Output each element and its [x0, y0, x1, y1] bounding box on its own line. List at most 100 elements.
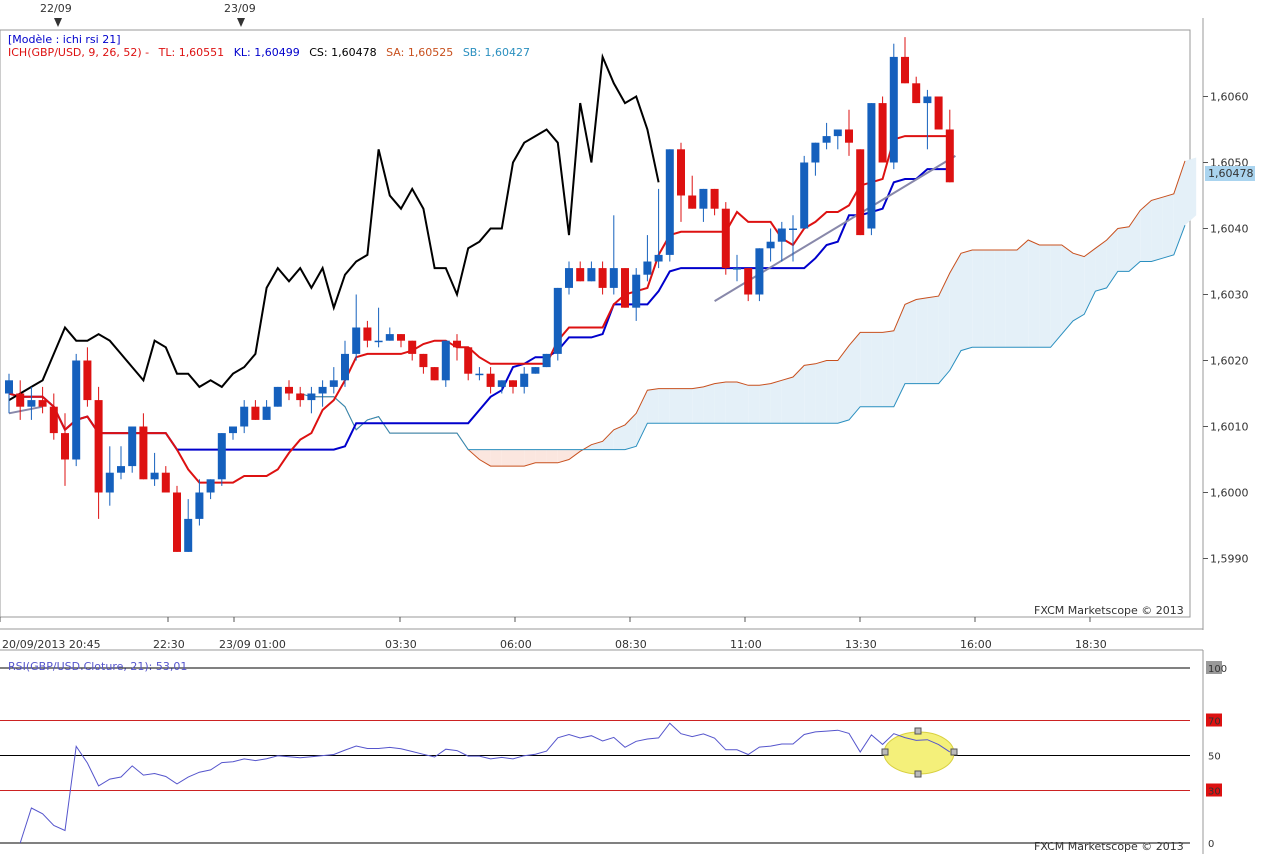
- cloud-segment: [1050, 245, 1062, 348]
- cloud-segment: [737, 381, 749, 424]
- y-tick-label: 1,6030: [1210, 289, 1249, 302]
- rsi-level-badge-30: [1206, 783, 1222, 797]
- x-tick-label: 08:30: [615, 638, 647, 651]
- candle-body: [318, 386, 327, 394]
- ellipse-handle-right[interactable]: [950, 748, 958, 756]
- candle-body: [173, 492, 181, 552]
- cloud-segment: [1061, 245, 1073, 335]
- candle-body: [889, 56, 898, 163]
- candle-body: [822, 136, 831, 143]
- watermark-rsi: FXCM Marketscope © 2013: [1034, 840, 1184, 853]
- candle-body: [329, 380, 338, 387]
- candle-body: [733, 268, 741, 270]
- rsi-panel: 100 70 50 30 0: [0, 649, 1227, 854]
- y-tick-label: 1,6040: [1210, 223, 1249, 236]
- date-marker-1-arrow[interactable]: [54, 18, 62, 27]
- template-label: [Modèle : ichi rsi 21]: [8, 33, 121, 46]
- candle-body: [441, 340, 450, 381]
- x-tick-label: 16:00: [960, 638, 992, 651]
- ellipse-handle-left[interactable]: [881, 748, 889, 756]
- x-tick-label: 06:00: [500, 638, 532, 651]
- cloud-segment: [961, 249, 973, 351]
- candle-body: [710, 188, 719, 209]
- rsi-level-label-50: 50: [1208, 752, 1221, 763]
- cloud-segment: [1162, 193, 1174, 259]
- candle-body: [464, 347, 473, 374]
- cloud-segment: [1039, 245, 1051, 348]
- candle-body: [856, 149, 865, 236]
- trendline-1: [8, 405, 43, 415]
- trendline-2: [714, 155, 956, 302]
- cloud-segment: [826, 360, 838, 424]
- cloud-segment: [725, 381, 737, 424]
- candle-body: [901, 56, 909, 84]
- candle-body: [61, 433, 69, 460]
- axes: 1,60601,60501,60401,60301,60201,60101,60…: [0, 91, 1249, 651]
- candle-body: [576, 268, 585, 282]
- candle-body: [374, 340, 383, 343]
- candle-body: [777, 228, 786, 242]
- candle-body: [833, 129, 842, 137]
- current-price-tag: [1205, 166, 1255, 181]
- candle-body: [5, 380, 13, 394]
- cloud-segment: [1005, 249, 1017, 348]
- ellipse-handle-bottom[interactable]: [914, 770, 922, 778]
- candle-body: [811, 142, 820, 163]
- candle-body: [262, 406, 271, 420]
- candle-body: [240, 406, 249, 427]
- kijun-legend: KL: 1,60499: [234, 46, 300, 59]
- rsi-background: [0, 650, 1203, 850]
- cloud-segment: [658, 388, 670, 424]
- candle-body: [497, 380, 506, 387]
- date-marker-2-arrow[interactable]: [237, 18, 245, 27]
- cloud-segment: [647, 388, 659, 424]
- cloud-segment: [815, 360, 827, 424]
- candle-body: [217, 433, 226, 480]
- candle-body: [744, 268, 753, 295]
- cloud-segment: [871, 332, 883, 407]
- candle-body: [195, 492, 204, 519]
- rsi-level-badge-100: [1206, 661, 1222, 674]
- candle-body: [385, 334, 394, 341]
- cloud-segment: [490, 449, 502, 467]
- rsi-level-badge-70: [1206, 713, 1222, 727]
- cloud-segment: [1117, 226, 1129, 272]
- candle-body: [531, 367, 540, 374]
- rsi-label: RSI(GBP/USD.Cloture, 21): 53,01: [8, 660, 187, 673]
- rsi-level-label-30: 30: [1208, 787, 1221, 798]
- rsi-highlight-ellipse[interactable]: [883, 731, 955, 775]
- ichimoku-legend: ICH(GBP/USD, 9, 26, 52) - TL: 1,60551 KL…: [8, 46, 530, 59]
- cloud-segment: [916, 297, 928, 384]
- candle-body: [789, 228, 797, 230]
- candle-body: [419, 353, 428, 368]
- candle-body: [251, 406, 260, 420]
- x-tick-label: 23/09 01:00: [219, 638, 286, 651]
- candle-body: [94, 400, 103, 493]
- cloud-segment: [938, 273, 950, 384]
- candle-body: [307, 393, 316, 401]
- cloud-segment: [793, 365, 805, 424]
- rsi-level-label-70: 70: [1208, 717, 1221, 728]
- cloud-segment: [535, 449, 547, 463]
- ichimoku-cloud: [300, 157, 1197, 467]
- candle-body: [688, 195, 697, 209]
- candle-body: [923, 96, 932, 104]
- cloud-segment: [905, 299, 917, 384]
- candle-body: [139, 426, 148, 480]
- candle-body: [430, 367, 439, 381]
- candle-body: [643, 261, 652, 275]
- rsi-level-badge-0: [1206, 836, 1222, 849]
- candle-body: [766, 241, 775, 249]
- cloud-segment: [781, 377, 793, 424]
- candle-body: [150, 472, 159, 480]
- cloud-segment: [804, 363, 816, 424]
- candle-body: [486, 373, 495, 387]
- candle-body: [654, 254, 663, 262]
- candle-body: [341, 353, 349, 381]
- ellipse-handle-top[interactable]: [914, 727, 922, 735]
- x-tick-label: 20/09/2013 20:45: [2, 638, 101, 651]
- candle-body: [206, 479, 215, 493]
- candle-body: [565, 268, 573, 288]
- candle-body: [296, 393, 305, 401]
- cloud-segment: [1084, 248, 1096, 315]
